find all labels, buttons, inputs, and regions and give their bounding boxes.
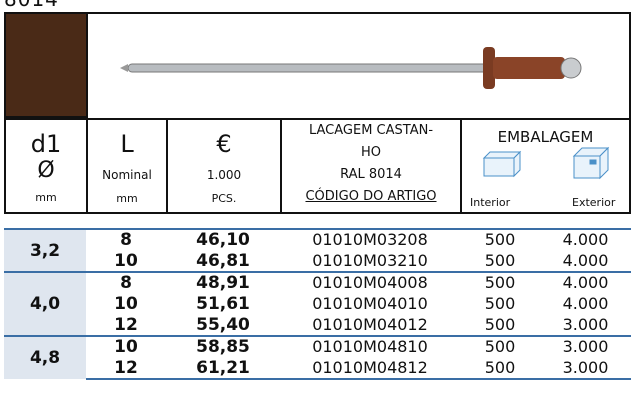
col-price: € 1.000 PCS. [168, 120, 282, 212]
interior-qty: 500 [460, 250, 540, 274]
header-text: PCS. [211, 192, 237, 205]
header-text: Interior [470, 196, 511, 209]
diameter: 3,2 [4, 227, 86, 273]
color-swatch [6, 14, 88, 118]
code: 01010M04810 [280, 334, 460, 358]
diameter: 4,0 [4, 271, 86, 336]
price: 48,91 [166, 271, 280, 294]
length: 12 [86, 314, 166, 337]
code: 01010M04012 [280, 314, 460, 337]
header-text: CÓDIGO DO ARTIGO [305, 189, 437, 204]
header-text: L [120, 130, 134, 158]
price: 58,85 [166, 334, 280, 358]
price: 46,81 [166, 250, 280, 274]
rivet-image [120, 47, 582, 89]
header-text: 1.000 [206, 168, 242, 182]
price: 55,40 [166, 314, 280, 337]
header-box: d1 Ø mm L Nominal mm € 1.000 PCS. LACAGE… [4, 12, 631, 214]
exterior-qty: 3.000 [540, 334, 631, 358]
interior-qty: 500 [484, 294, 516, 314]
length: 10 [114, 294, 138, 315]
length: 10 [86, 250, 166, 274]
row: 10 51,61 01010M04010 500 4.000 [4, 294, 631, 315]
price: 46,10 [166, 228, 280, 251]
interior-qty: 500 [460, 334, 540, 358]
header-text: RAL 8014 [340, 167, 402, 182]
row: 10 46,81 01010M03210 500 4.000 [4, 250, 631, 274]
price: 51,61 [196, 294, 250, 315]
price: 61,21 [166, 357, 280, 381]
col-length: L Nominal mm [88, 120, 168, 212]
code: 01010M03208 [280, 228, 460, 251]
header-text: mm [35, 191, 57, 204]
header-text: LACAGEM CASTAN- [308, 123, 434, 138]
header-text: mm [116, 192, 138, 205]
row: 12 55,40 01010M04012 500 3.000 [4, 314, 631, 337]
header-text: d1 [30, 130, 62, 158]
code: 01010M04008 [280, 271, 460, 294]
code: 01010M04010 [312, 294, 428, 314]
length: 8 [86, 228, 166, 251]
length: 8 [86, 271, 166, 294]
interior-qty: 500 [460, 271, 540, 294]
exterior-qty: 4.000 [540, 228, 631, 251]
row: 4,0 8 48,91 01010M04008 500 4.000 [4, 271, 631, 336]
diameter: 4,8 [4, 334, 86, 380]
code: 01010M03210 [280, 250, 460, 274]
price-table: 3,2 8 46,10 01010M03208 500 4.000 10 46,81 01010… [4, 227, 631, 381]
length: 12 [86, 357, 166, 381]
col-code: LACAGEM CASTAN- HO RAL 8014 CÓDIGO DO AR… [282, 120, 462, 212]
cut-title: 8014 [4, 0, 59, 11]
row: 4,8 10 58,85 01010M04810 500 3.000 [4, 334, 631, 380]
exterior-qty: 3.000 [540, 314, 631, 337]
exterior-qty: 4.000 [540, 271, 631, 294]
interior-qty: 500 [460, 357, 540, 381]
header-text: Ø [37, 158, 55, 183]
exterior-qty: 4.000 [540, 250, 631, 274]
row: 3,2 8 46,10 01010M03208 500 4.000 [4, 227, 631, 273]
header-text: € [216, 130, 232, 158]
interior-qty: 500 [460, 314, 540, 337]
row: 12 61,21 01010M04812 500 3.000 [4, 357, 631, 381]
col-d1: d1 Ø mm [6, 120, 88, 212]
header-text: Nominal [102, 168, 152, 182]
col-packaging: EMBALAGEM Interior Exterior [462, 120, 629, 212]
length: 10 [86, 334, 166, 358]
header-text: HO [360, 145, 381, 160]
exterior-qty: 3.000 [540, 357, 631, 381]
header-text: Exterior [572, 196, 616, 209]
header-text: EMBALAGEM [497, 128, 594, 146]
box-icons [482, 146, 610, 180]
interior-qty: 500 [460, 228, 540, 251]
code: 01010M04812 [280, 357, 460, 381]
exterior-qty: 4.000 [562, 294, 609, 314]
